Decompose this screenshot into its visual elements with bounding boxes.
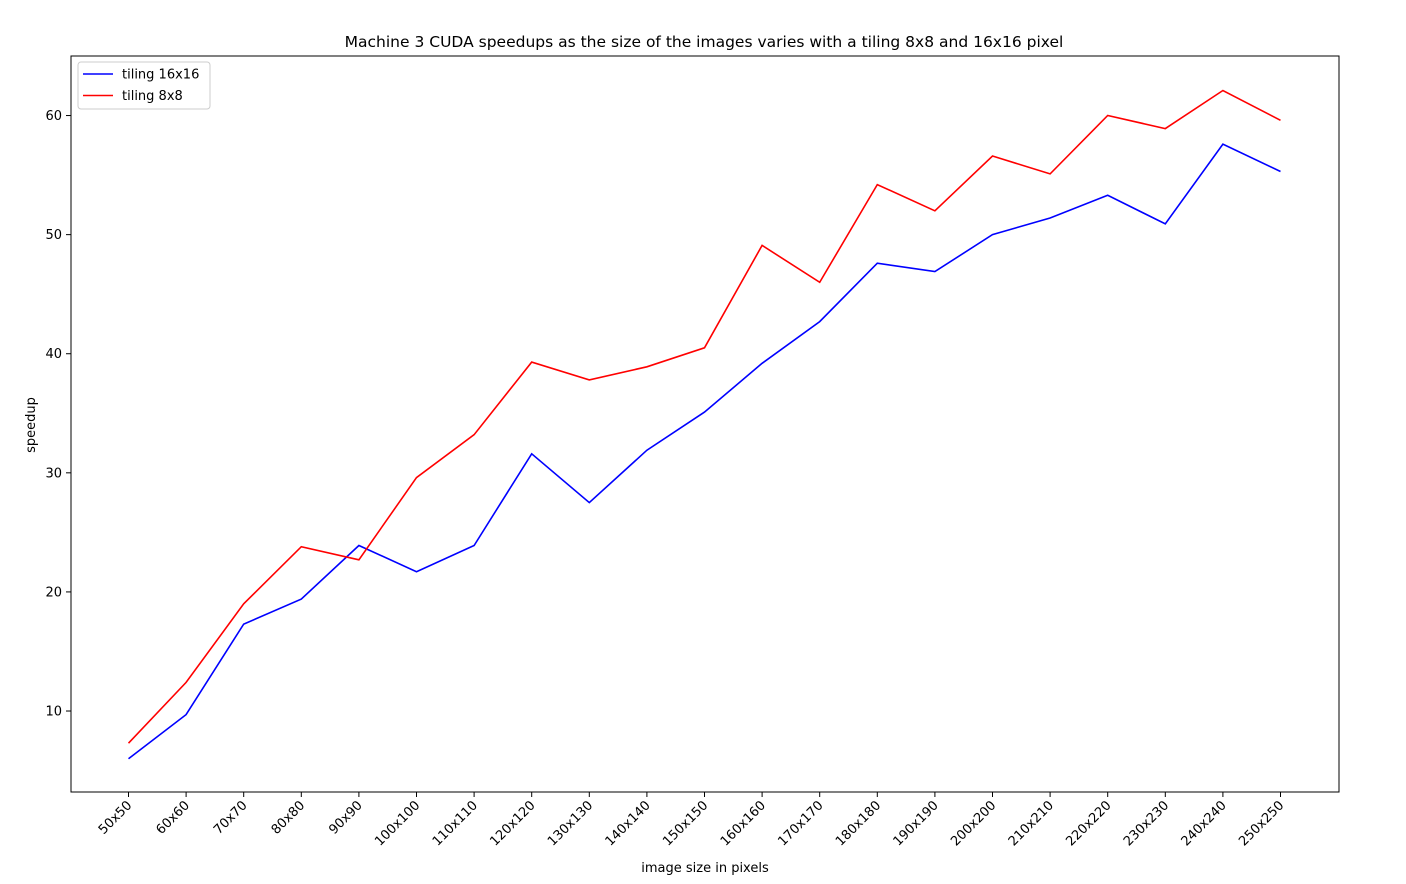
x-tick-label: 70x70 [211, 798, 250, 837]
y-tick-label: 40 [45, 347, 62, 362]
x-tick-label: 140x140 [603, 798, 654, 849]
y-tick-label: 50 [45, 228, 62, 243]
x-tick-label: 250x250 [1236, 798, 1287, 849]
x-tick-label: 120x120 [487, 798, 538, 849]
x-tick-label: 200x200 [948, 798, 999, 849]
x-tick-label: 60x60 [153, 798, 192, 837]
x-tick-label: 90x90 [326, 798, 365, 837]
y-tick-label: 30 [45, 466, 62, 481]
x-tick-label: 210x210 [1006, 798, 1057, 849]
x-axis-label: image size in pixels [641, 861, 769, 876]
x-tick-label: 150x150 [660, 798, 711, 849]
x-tick-label: 190x190 [891, 798, 942, 849]
x-tick-label: 130x130 [545, 798, 596, 849]
series-line-0 [128, 143, 1281, 760]
x-tick-label: 240x240 [1179, 798, 1230, 849]
chart-title: Machine 3 CUDA speedups as the size of t… [345, 33, 1064, 51]
y-tick-label: 20 [45, 585, 62, 600]
x-tick-label: 160x160 [718, 798, 769, 849]
legend-label-0: tiling 16x16 [122, 68, 199, 83]
series-line-1 [127, 89, 1281, 744]
x-tick-label: 180x180 [833, 798, 884, 849]
plot-frame [70, 55, 1340, 793]
x-tick-label: 230x230 [1121, 798, 1172, 849]
y-axis-label: speedup [24, 397, 39, 453]
plot-area: 10 20 30 40 50 60 50x50 60x60 70x70 80x80 90x90 100… [45, 55, 1340, 849]
y-tick-label: 10 [45, 705, 62, 720]
legend: tiling 16x16 tiling 8x8 [77, 61, 211, 110]
x-tick-label: 220x220 [1063, 798, 1114, 849]
x-tick-label: 100x100 [372, 798, 423, 849]
legend-label-1: tiling 8x8 [122, 89, 183, 104]
y-tick-label: 60 [45, 109, 62, 124]
x-tick-label: 80x80 [269, 798, 308, 837]
x-tick-label: 50x50 [96, 798, 135, 837]
x-tick-label: 170x170 [775, 798, 826, 849]
x-tick-label: 110x110 [430, 798, 481, 849]
